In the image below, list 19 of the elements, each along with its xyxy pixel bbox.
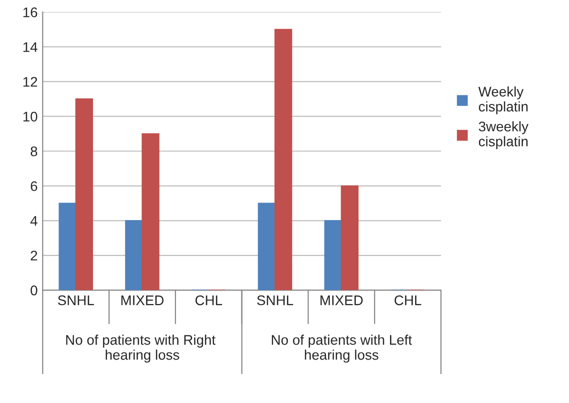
x-tick-label: MIXED: [320, 296, 363, 306]
legend-label: Weekly cisplatin: [478, 86, 528, 114]
y-tick-label: 14: [23, 42, 38, 52]
x-tick-label: CHL: [195, 295, 222, 306]
y-tick-label: 16: [23, 7, 38, 18]
x-tick-label: SNHL: [58, 295, 94, 306]
text: No of patients with Right hearing loss: [66, 334, 216, 363]
y-tick-label: 4: [30, 216, 38, 226]
y-tick-label: 8: [30, 146, 38, 156]
x-tick-label: SNHL: [257, 295, 294, 306]
x-tick-label: MIXED: [121, 296, 164, 306]
y-tick-label: 10: [23, 112, 38, 122]
y-tick-label: 2: [30, 250, 38, 260]
x-tick-label: CHL: [394, 295, 422, 306]
legend-label: 3weekly cisplatin: [478, 121, 528, 150]
text: No of patients with Left hearing loss: [272, 334, 412, 363]
y-tick-label: 6: [30, 181, 38, 192]
y-tick-label: 12: [23, 76, 38, 87]
y-tick-label: 0: [30, 285, 38, 296]
